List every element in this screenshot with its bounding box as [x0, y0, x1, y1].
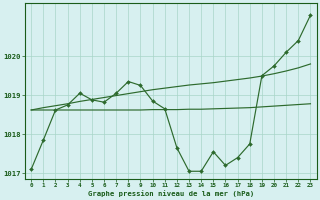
- X-axis label: Graphe pression niveau de la mer (hPa): Graphe pression niveau de la mer (hPa): [88, 190, 254, 197]
